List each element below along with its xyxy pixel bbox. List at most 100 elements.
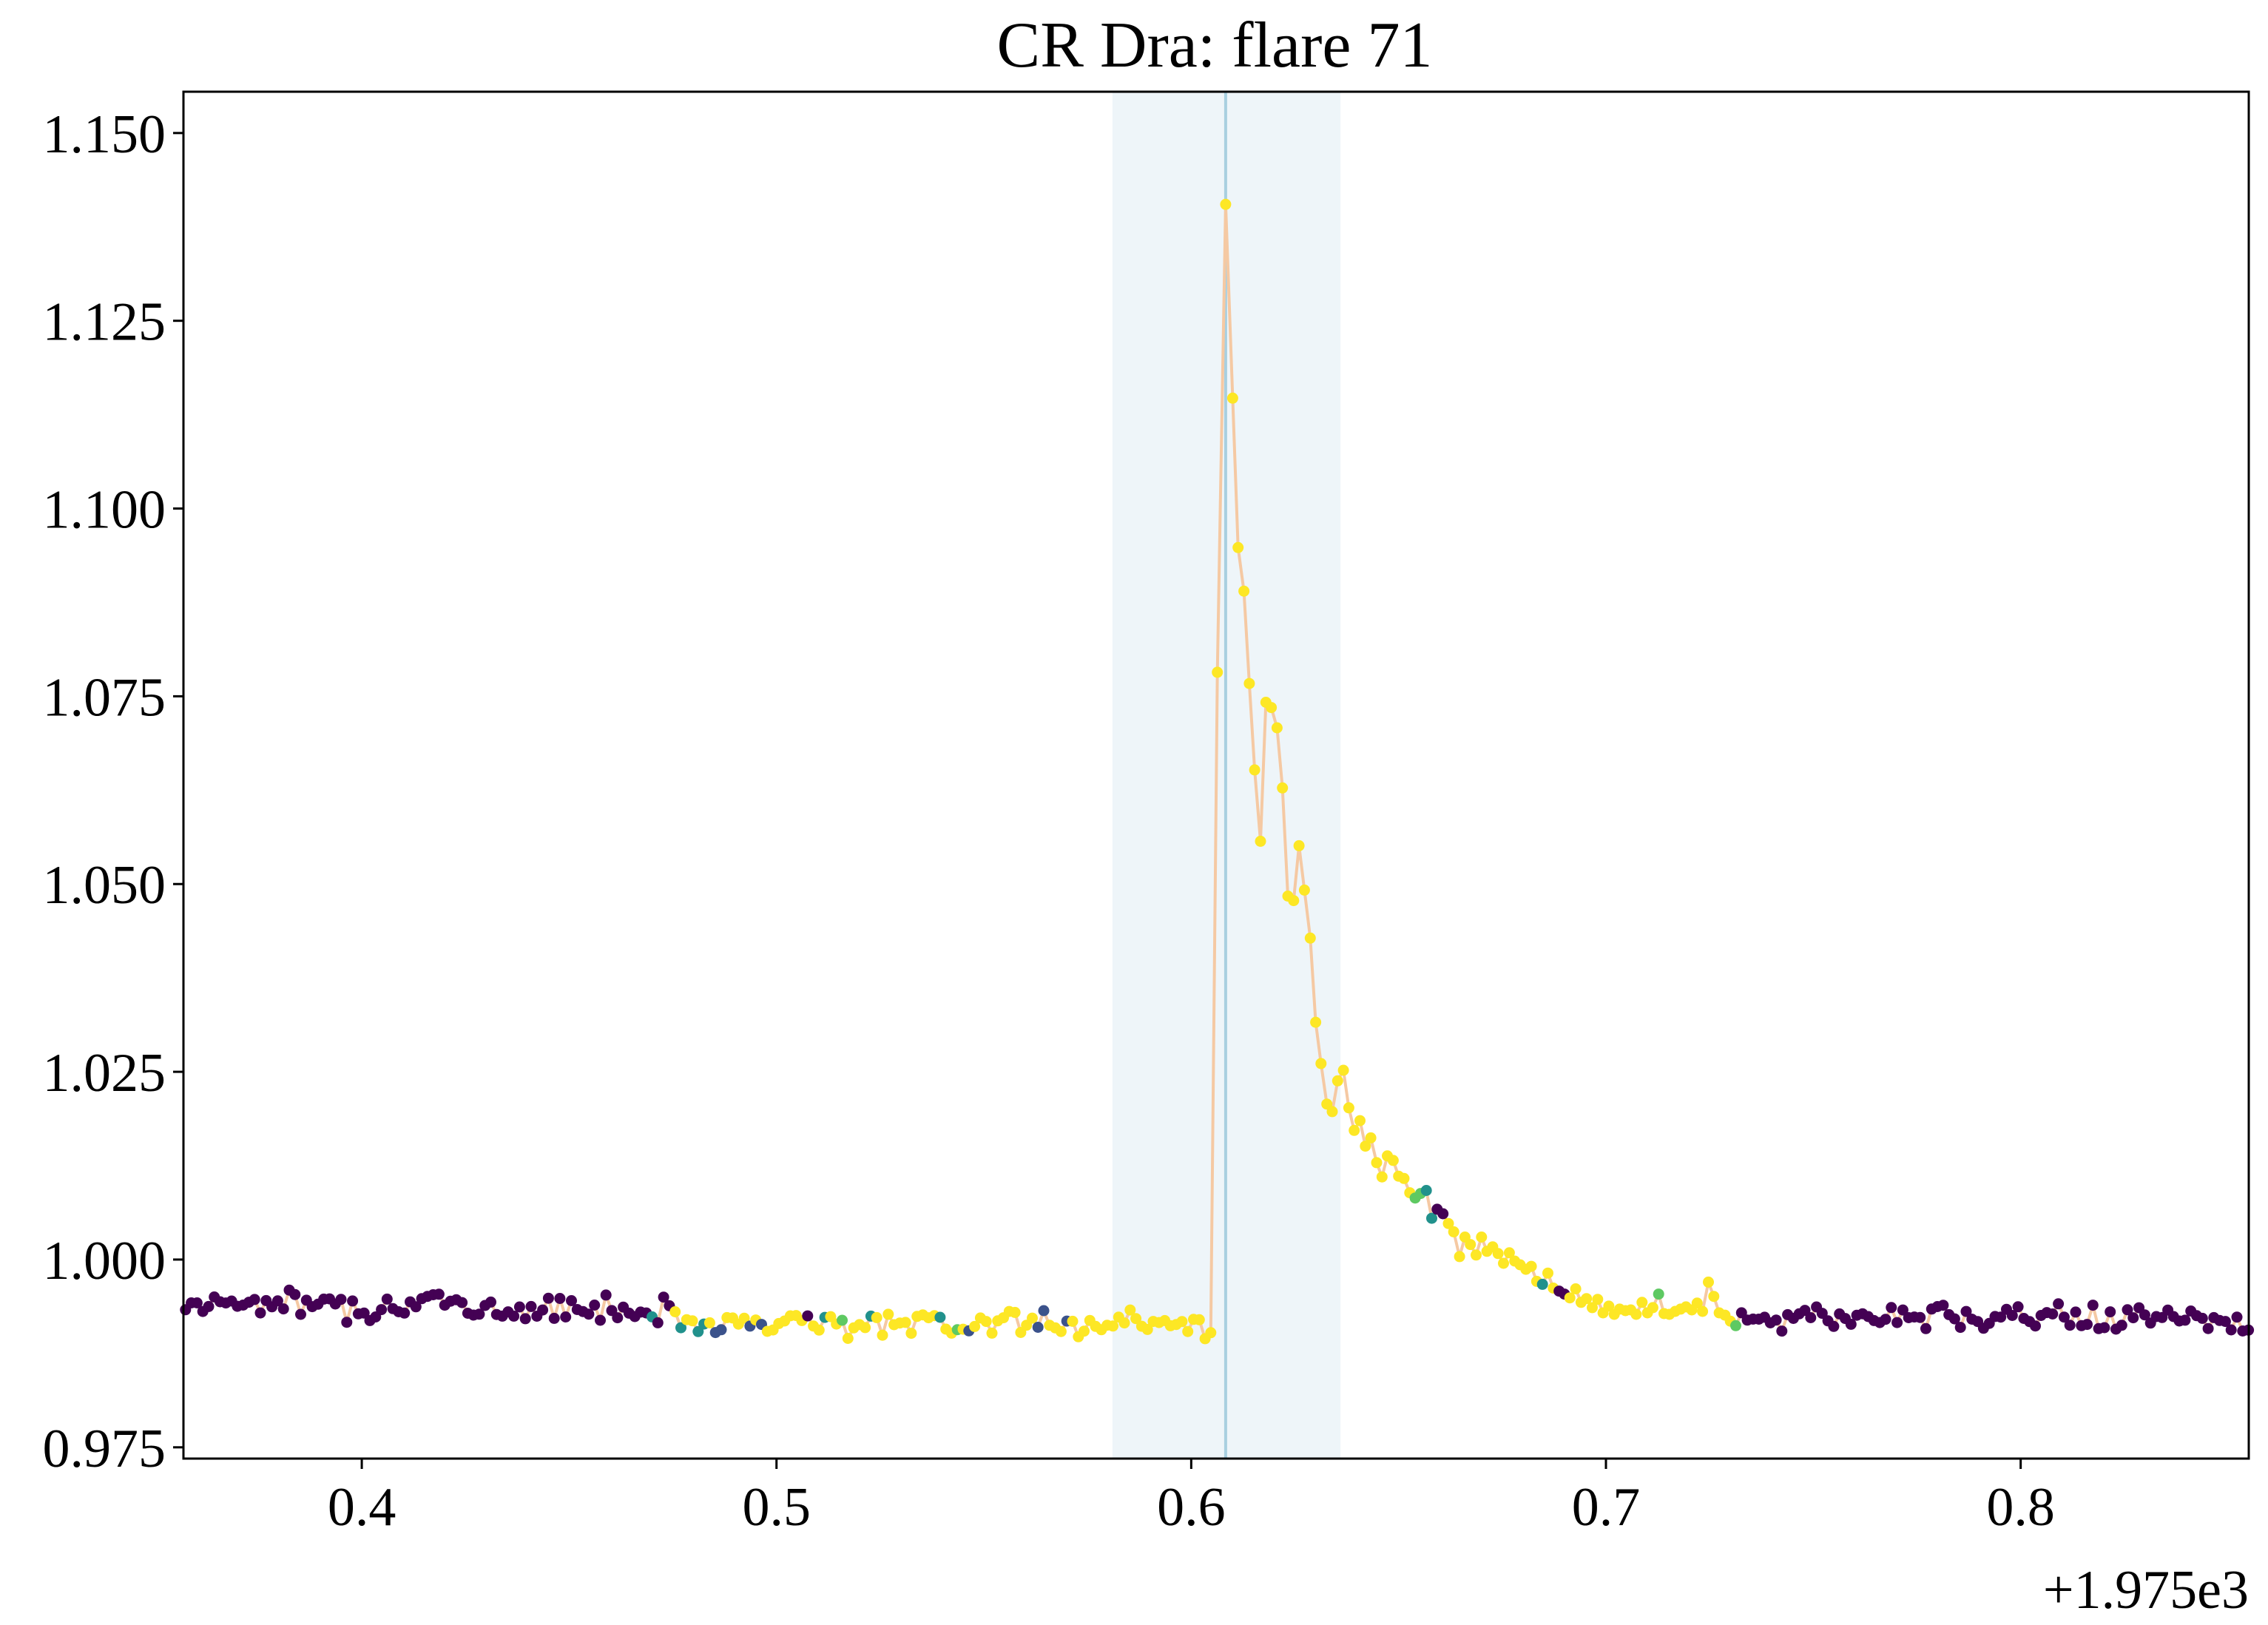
data-point [341, 1317, 353, 1328]
data-point [1226, 392, 1238, 404]
data-point [882, 1308, 894, 1320]
data-point [1828, 1320, 1840, 1332]
data-point [738, 1312, 750, 1324]
data-point [1697, 1305, 1709, 1317]
x-tick-label: 0.6 [1157, 1477, 1226, 1538]
y-tick-label: 1.150 [43, 104, 166, 165]
data-point [2231, 1311, 2243, 1323]
data-point [519, 1313, 531, 1325]
data-point [1770, 1314, 1782, 1326]
data-point [1354, 1115, 1366, 1126]
data-point [1220, 198, 1232, 210]
data-point [1176, 1316, 1188, 1328]
data-point [2082, 1319, 2093, 1331]
x-tick-label: 0.7 [1572, 1477, 1641, 1538]
data-point [203, 1300, 215, 1312]
data-point [560, 1311, 572, 1322]
data-point [1880, 1314, 1891, 1325]
data-point [669, 1306, 681, 1317]
data-point [271, 1295, 283, 1307]
data-point [1332, 1075, 1343, 1087]
data-point [335, 1294, 347, 1305]
data-point [1212, 666, 1224, 678]
data-point [686, 1315, 698, 1327]
data-point [2087, 1300, 2099, 1311]
data-point [2105, 1306, 2116, 1318]
data-point [566, 1295, 577, 1306]
data-point [1920, 1322, 1931, 1334]
data-point [548, 1312, 560, 1324]
data-point [295, 1308, 306, 1320]
data-point [1315, 1058, 1327, 1070]
data-point [589, 1300, 601, 1311]
data-point [1349, 1124, 1360, 1136]
y-tick-label: 1.125 [43, 292, 166, 353]
data-point [2012, 1301, 2024, 1313]
data-point [1118, 1317, 1130, 1329]
data-point [1055, 1325, 1067, 1337]
data-point [1448, 1226, 1459, 1237]
plot-area: 0.4 0.5 0.6 0.7 0.8 0.975 1.000 1.025 1.050 1.075… [43, 90, 2255, 1538]
data-point [2116, 1320, 2127, 1331]
data-point [2006, 1310, 2018, 1321]
data-point [1708, 1291, 1720, 1303]
data-point [2179, 1314, 2191, 1326]
data-point [381, 1293, 393, 1305]
data-point [254, 1307, 266, 1319]
x-tick-label: 0.4 [328, 1477, 396, 1538]
data-point [1426, 1212, 1437, 1224]
data-point [1371, 1157, 1383, 1169]
data-point [1592, 1294, 1604, 1305]
data-point [1365, 1132, 1377, 1143]
data-point [1288, 895, 1300, 907]
data-point [2202, 1322, 2214, 1334]
data-point [1182, 1325, 1194, 1337]
data-point [2099, 1322, 2110, 1334]
data-point [1193, 1314, 1205, 1325]
data-point [860, 1322, 871, 1334]
data-point [2122, 1304, 2133, 1316]
y-tick-label: 1.025 [43, 1043, 166, 1104]
data-point [612, 1312, 624, 1324]
data-point [2070, 1306, 2082, 1318]
data-point [980, 1316, 992, 1328]
data-point [2219, 1316, 2231, 1328]
data-point [1647, 1302, 1658, 1314]
data-point [1476, 1232, 1488, 1243]
data-point [1937, 1300, 1949, 1311]
data-point [595, 1314, 606, 1326]
data-point [1398, 1172, 1410, 1184]
x-axis-offset-label: +1.975e3 [2043, 1560, 2249, 1621]
data-point [1277, 782, 1289, 794]
data-point [1525, 1260, 1537, 1272]
data-point [1238, 585, 1250, 597]
data-point [905, 1328, 917, 1339]
data-point [813, 1324, 825, 1336]
data-point [652, 1317, 664, 1328]
data-point [410, 1301, 422, 1313]
data-point [703, 1317, 715, 1328]
y-tick-label: 1.075 [43, 667, 166, 728]
y-tick-label: 1.100 [43, 480, 166, 541]
data-point [1587, 1302, 1598, 1314]
data-point [1293, 839, 1305, 851]
data-point [513, 1301, 525, 1313]
data-point [191, 1297, 203, 1308]
data-point [1009, 1306, 1021, 1318]
data-point [1636, 1297, 1648, 1308]
data-point [1255, 835, 1266, 847]
data-point [485, 1296, 496, 1308]
data-point [542, 1292, 554, 1304]
data-point [1954, 1322, 1966, 1334]
data-point [1653, 1288, 1664, 1300]
data-point [508, 1310, 520, 1322]
data-point [347, 1295, 359, 1307]
data-point [537, 1304, 549, 1316]
data-point [2139, 1309, 2150, 1321]
data-point [1891, 1317, 1903, 1328]
data-point [1914, 1311, 1926, 1323]
data-point [871, 1311, 882, 1323]
data-point [2053, 1298, 2065, 1310]
data-point [1886, 1302, 1897, 1314]
x-tick-label: 0.5 [742, 1477, 811, 1538]
